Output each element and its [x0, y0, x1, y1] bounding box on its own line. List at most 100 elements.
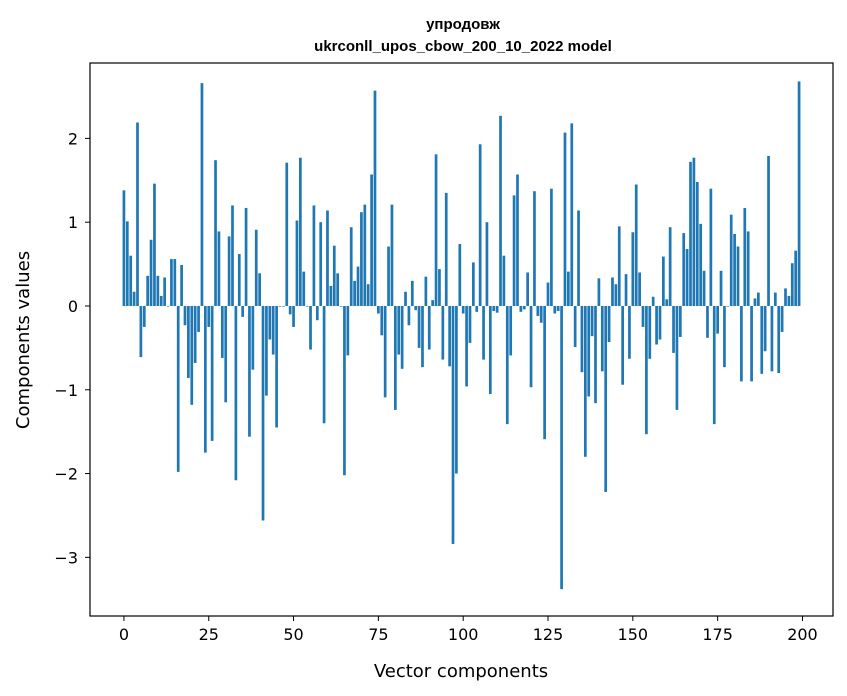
bar-37 — [248, 305, 251, 437]
bar-27 — [214, 160, 217, 306]
bar-18 — [183, 305, 187, 326]
bar-142 — [604, 305, 608, 492]
bar-132 — [570, 123, 574, 306]
bar-7 — [146, 275, 150, 306]
bar-184 — [746, 231, 750, 306]
bar-162 — [672, 305, 675, 353]
bar-69 — [356, 266, 360, 306]
bar-123 — [539, 305, 543, 323]
bar-9 — [153, 183, 156, 306]
bar-42 — [265, 305, 268, 396]
x-axis-label: Vector components — [374, 661, 548, 682]
bar-36 — [244, 207, 248, 306]
bar-140 — [597, 278, 601, 306]
bar-131 — [567, 271, 570, 306]
bar-62 — [332, 245, 336, 306]
bar-100 — [461, 305, 465, 314]
bar-163 — [675, 305, 679, 410]
bar-114 — [509, 305, 513, 356]
bar-197 — [790, 263, 794, 306]
bar-138 — [590, 305, 594, 337]
bar-60 — [326, 210, 329, 306]
bar-145 — [614, 284, 618, 306]
bar-5 — [139, 305, 143, 358]
x-tick-label: 50 — [283, 625, 303, 644]
bar-98 — [455, 305, 458, 474]
bar-141 — [600, 305, 604, 372]
bar-159 — [662, 256, 665, 306]
bar-110 — [495, 305, 499, 313]
bar-101 — [465, 305, 468, 387]
bar-59 — [322, 305, 326, 424]
chart-title: упродовж — [426, 16, 500, 33]
bar-34 — [237, 254, 241, 306]
bar-81 — [397, 305, 401, 355]
bar-122 — [536, 305, 540, 317]
chart-subtitle: ukrconll_upos_cbow_200_10_2022 model — [314, 38, 612, 55]
bar-119 — [526, 272, 530, 306]
bar-169 — [695, 181, 699, 306]
bar-147 — [621, 305, 625, 385]
bar-44 — [271, 305, 275, 355]
x-tick-label: 0 — [119, 625, 129, 644]
bar-80 — [393, 305, 397, 410]
bar-106 — [482, 305, 485, 360]
bar-137 — [587, 305, 591, 397]
bar-129 — [560, 305, 563, 590]
bar-115 — [512, 195, 516, 306]
bar-128 — [556, 305, 560, 312]
bar-120 — [529, 305, 533, 388]
bar-10 — [156, 275, 160, 306]
bar-25 — [207, 305, 211, 327]
bar-121 — [533, 191, 536, 306]
bar-61 — [329, 285, 333, 306]
bar-112 — [502, 255, 506, 306]
bar-92 — [434, 154, 438, 306]
bar-178 — [726, 305, 730, 307]
bar-156 — [651, 296, 655, 306]
bar-155 — [648, 305, 652, 359]
bar-189 — [763, 305, 767, 352]
x-tick-label: 200 — [787, 625, 818, 644]
bar-179 — [729, 214, 733, 306]
bar-73 — [370, 174, 373, 306]
bar-56 — [312, 205, 316, 306]
bar-79 — [390, 204, 394, 306]
bar-70 — [360, 212, 363, 306]
bar-103 — [472, 262, 475, 306]
bar-51 — [295, 220, 299, 306]
bar-82 — [400, 305, 404, 369]
bar-50 — [292, 305, 295, 327]
x-tick-label: 150 — [618, 625, 649, 644]
bar-55 — [309, 305, 312, 350]
bar-196 — [787, 295, 791, 306]
bar-108 — [488, 305, 492, 394]
bar-125 — [546, 282, 550, 306]
bar-146 — [617, 226, 621, 306]
bar-187 — [757, 292, 760, 306]
bar-94 — [441, 305, 445, 360]
bar-157 — [655, 305, 658, 345]
bar-191 — [770, 305, 774, 372]
bar-15 — [173, 259, 177, 306]
bar-182 — [740, 305, 743, 382]
bar-160 — [665, 299, 669, 306]
bar-35 — [241, 305, 245, 317]
bar-85 — [410, 280, 414, 306]
bar-143 — [607, 305, 611, 343]
x-tick-label: 100 — [448, 625, 479, 644]
bar-24 — [203, 305, 207, 453]
bar-2 — [129, 255, 133, 306]
bar-77 — [383, 305, 387, 398]
bar-58 — [319, 222, 323, 306]
bar-104 — [475, 305, 479, 312]
bar-41 — [261, 305, 265, 521]
bars-group — [122, 81, 801, 590]
bar-4 — [136, 122, 139, 306]
y-tick-label: −1 — [54, 381, 78, 400]
bar-105 — [478, 144, 482, 306]
bar-97 — [451, 305, 455, 544]
bar-167 — [689, 161, 692, 306]
bar-84 — [407, 305, 411, 326]
bar-53 — [302, 271, 306, 306]
